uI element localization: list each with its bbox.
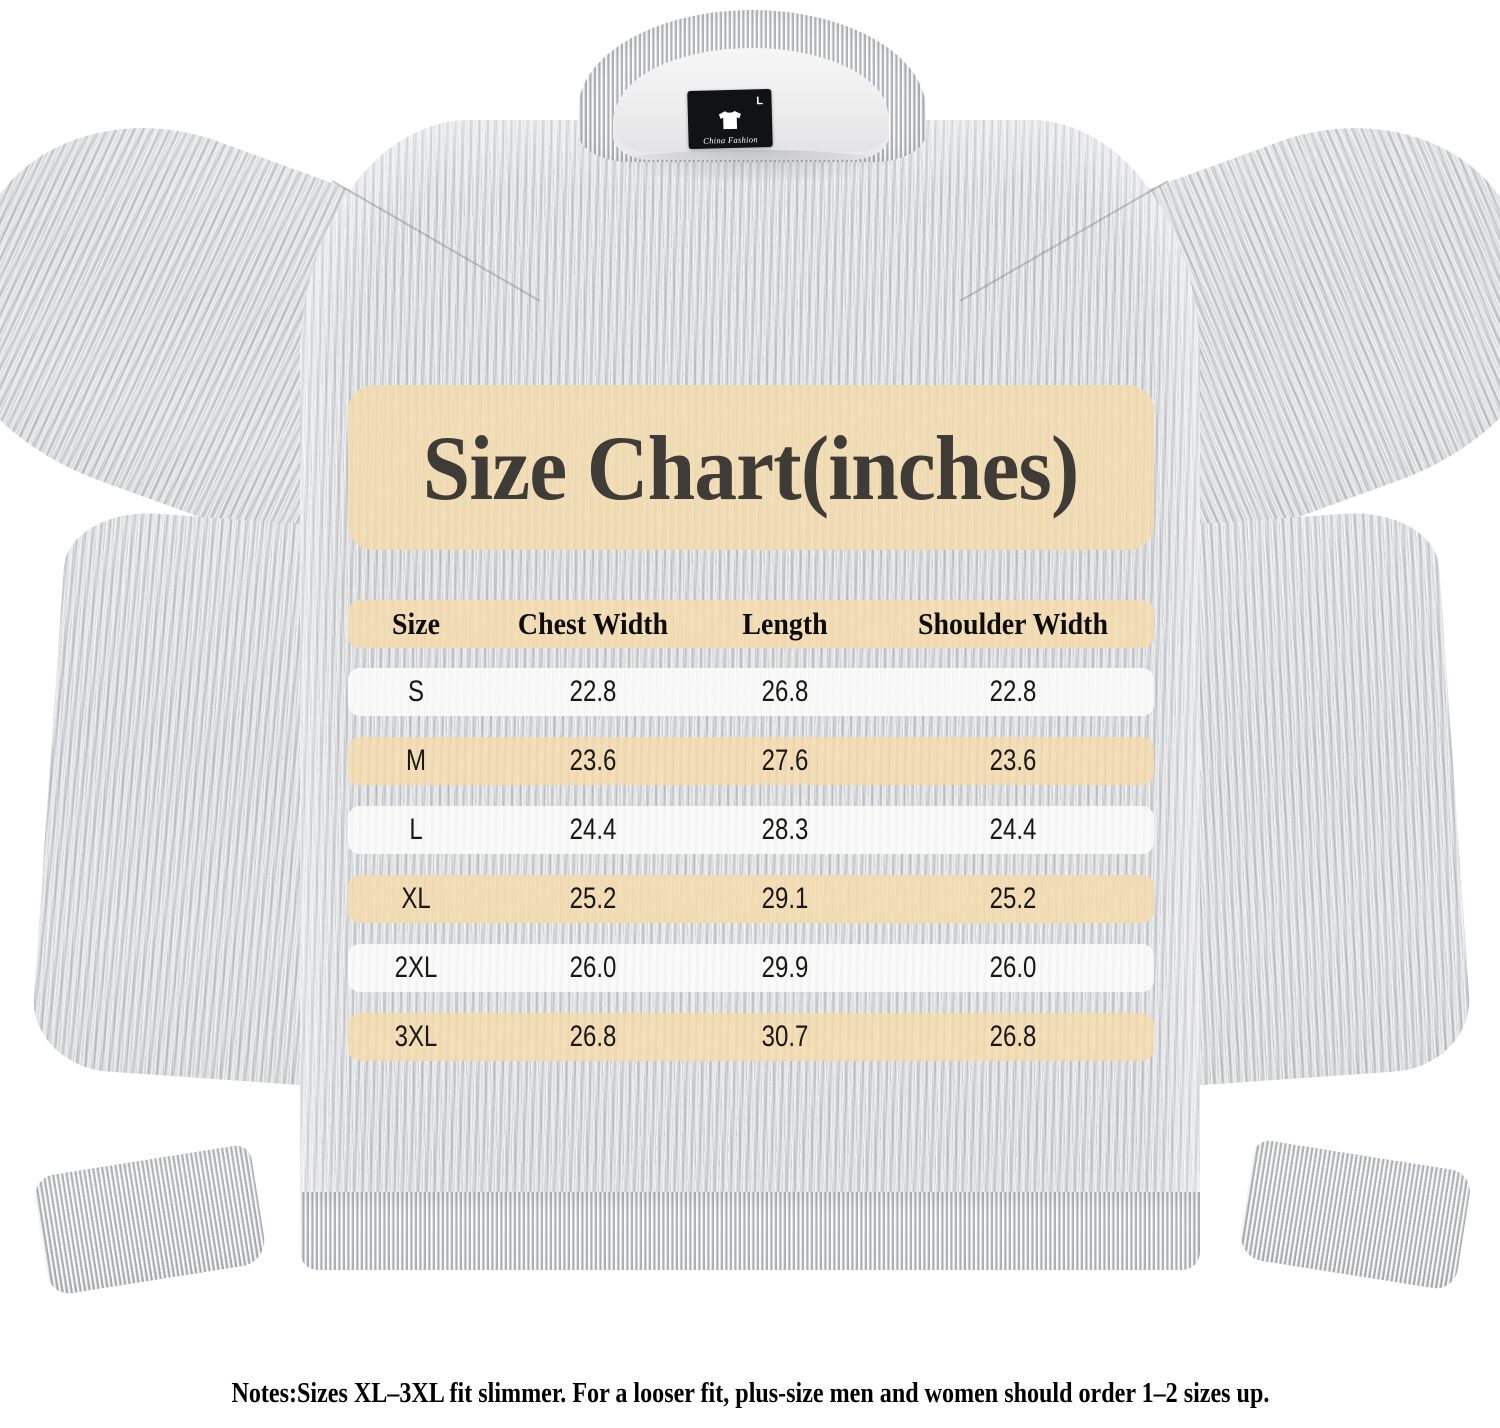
cell-size: S — [407, 675, 424, 708]
cell-chest: 26.8 — [569, 1020, 617, 1053]
table-row: M 23.6 27.6 23.6 — [348, 737, 1154, 785]
cell-size: 2XL — [394, 951, 438, 984]
table-row: 2XL 26.0 29.9 26.0 — [348, 944, 1154, 992]
cell-chest: 22.8 — [569, 675, 617, 708]
size-chart-overlay: Size Chart(inches) Size Chest Width Leng… — [348, 385, 1154, 1061]
left-cuff — [31, 1143, 269, 1297]
right-cuff — [1236, 1138, 1474, 1292]
cell-length: 26.8 — [761, 675, 809, 708]
column-header-shoulder: Shoulder Width — [918, 606, 1108, 641]
column-header-length: Length — [742, 606, 828, 641]
size-chart-title-box: Size Chart(inches) — [348, 385, 1154, 550]
neck-brand-label: L China Fashion — [687, 88, 773, 150]
cell-shoulder: 25.2 — [989, 882, 1037, 915]
column-header-chest: Chest Width — [517, 606, 669, 641]
column-header-size: Size — [391, 606, 441, 641]
cell-chest: 24.4 — [569, 813, 617, 846]
cell-chest: 26.0 — [569, 951, 617, 984]
table-row: XL 25.2 29.1 25.2 — [348, 875, 1154, 923]
collar-shadow — [600, 150, 904, 184]
cell-length: 29.1 — [761, 882, 809, 915]
cell-size: M — [406, 744, 426, 777]
label-size-letter: L — [756, 95, 764, 108]
cell-shoulder: 22.8 — [989, 675, 1037, 708]
cell-size: XL — [401, 882, 431, 915]
page-title: Size Chart(inches) — [423, 416, 1080, 519]
cell-length: 30.7 — [761, 1020, 809, 1053]
sizing-notes-text: Notes:Sizes XL–3XL fit slimmer. For a lo… — [231, 1378, 1269, 1409]
cell-size: L — [409, 813, 423, 846]
tshirt-icon — [717, 110, 744, 136]
table-header-row: Size Chest Width Length Shoulder Width — [348, 600, 1154, 648]
cell-shoulder: 24.4 — [989, 813, 1037, 846]
cell-size: 3XL — [394, 1020, 438, 1053]
sizing-notes: Notes:Sizes XL–3XL fit slimmer. For a lo… — [0, 1378, 1500, 1410]
label-brand-name: China Fashion — [703, 134, 758, 146]
table-row: 3XL 26.8 30.7 26.8 — [348, 1013, 1154, 1061]
cell-length: 28.3 — [761, 813, 809, 846]
bottom-hem — [300, 1192, 1200, 1270]
cell-length: 29.9 — [761, 951, 809, 984]
cell-chest: 23.6 — [569, 744, 617, 777]
cell-shoulder: 26.0 — [989, 951, 1037, 984]
table-row: L 24.4 28.3 24.4 — [348, 806, 1154, 854]
cell-shoulder: 26.8 — [989, 1020, 1037, 1053]
cell-chest: 25.2 — [569, 882, 617, 915]
table-row: S 22.8 26.8 22.8 — [348, 668, 1154, 716]
cell-shoulder: 23.6 — [989, 744, 1037, 777]
cell-length: 27.6 — [761, 744, 809, 777]
